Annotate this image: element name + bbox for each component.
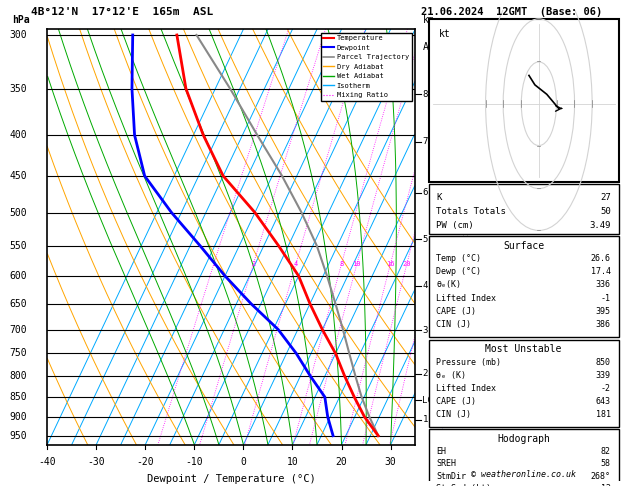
Text: 3: 3	[423, 326, 428, 334]
Text: Pressure (mb): Pressure (mb)	[437, 358, 501, 366]
Text: 643: 643	[596, 397, 611, 406]
Text: 16: 16	[386, 261, 394, 267]
Text: Dewpoint / Temperature (°C): Dewpoint / Temperature (°C)	[147, 474, 316, 484]
Text: 2: 2	[251, 261, 255, 267]
Text: 12: 12	[601, 484, 611, 486]
Text: CIN (J): CIN (J)	[437, 320, 472, 329]
Text: 336: 336	[596, 280, 611, 289]
Text: StmDir: StmDir	[437, 472, 467, 481]
Text: 850: 850	[596, 358, 611, 366]
Text: 900: 900	[9, 412, 27, 422]
Text: -20: -20	[136, 457, 154, 467]
Text: 26.6: 26.6	[591, 254, 611, 263]
Text: PW (cm): PW (cm)	[437, 221, 474, 230]
Text: 350: 350	[9, 84, 27, 94]
Text: © weatheronline.co.uk: © weatheronline.co.uk	[471, 470, 576, 479]
Text: 4: 4	[294, 261, 298, 267]
Text: -1: -1	[601, 294, 611, 302]
Text: SREH: SREH	[437, 459, 457, 469]
Text: 0: 0	[240, 457, 247, 467]
Text: 300: 300	[9, 30, 27, 40]
Text: CAPE (J): CAPE (J)	[437, 397, 476, 406]
Text: 500: 500	[9, 208, 27, 218]
Text: 10: 10	[353, 261, 361, 267]
Text: 8: 8	[423, 90, 428, 99]
Text: Totals Totals: Totals Totals	[437, 207, 506, 216]
Bar	[428, 236, 619, 337]
Text: Hodograph: Hodograph	[497, 434, 550, 444]
Text: 21.06.2024  12GMT  (Base: 06): 21.06.2024 12GMT (Base: 06)	[421, 7, 603, 17]
Text: 3.49: 3.49	[589, 221, 611, 230]
Text: 6: 6	[423, 188, 428, 197]
Text: hPa: hPa	[13, 15, 30, 25]
Text: ASL: ASL	[423, 42, 440, 52]
Text: Lifted Index: Lifted Index	[437, 384, 496, 393]
Text: 650: 650	[9, 299, 27, 309]
Text: 181: 181	[596, 410, 611, 419]
Text: 800: 800	[9, 371, 27, 381]
Text: 20: 20	[403, 261, 411, 267]
Text: Surface: Surface	[503, 241, 544, 251]
Text: 850: 850	[9, 392, 27, 402]
Text: 950: 950	[9, 431, 27, 441]
Text: 27: 27	[600, 192, 611, 202]
Text: CIN (J): CIN (J)	[437, 410, 472, 419]
Text: 750: 750	[9, 348, 27, 359]
Text: 20: 20	[336, 457, 347, 467]
Text: Temp (°C): Temp (°C)	[437, 254, 481, 263]
Text: 58: 58	[601, 459, 611, 469]
Text: km: km	[423, 15, 434, 25]
Text: 400: 400	[9, 130, 27, 140]
Text: 550: 550	[9, 241, 27, 251]
Text: EH: EH	[437, 447, 447, 456]
Text: 2: 2	[423, 369, 428, 378]
Bar	[428, 340, 619, 427]
Text: 700: 700	[9, 325, 27, 334]
Text: 395: 395	[596, 307, 611, 316]
Text: CAPE (J): CAPE (J)	[437, 307, 476, 316]
Text: Most Unstable: Most Unstable	[486, 345, 562, 354]
Bar	[428, 429, 619, 486]
Text: θₑ (K): θₑ (K)	[437, 371, 467, 380]
Text: θₑ(K): θₑ(K)	[437, 280, 462, 289]
Text: kt: kt	[438, 29, 450, 38]
Text: -2: -2	[601, 384, 611, 393]
Text: 600: 600	[9, 271, 27, 281]
Legend: Temperature, Dewpoint, Parcel Trajectory, Dry Adiabat, Wet Adiabat, Isotherm, Mi: Temperature, Dewpoint, Parcel Trajectory…	[321, 33, 411, 101]
Text: 82: 82	[601, 447, 611, 456]
Bar	[428, 19, 619, 182]
Text: Mixing Ratio (g/kg): Mixing Ratio (g/kg)	[462, 190, 471, 284]
Text: -40: -40	[38, 457, 56, 467]
Bar	[428, 184, 619, 234]
Text: 268°: 268°	[591, 472, 611, 481]
Text: 5: 5	[423, 235, 428, 244]
Text: 450: 450	[9, 171, 27, 181]
Text: Dewp (°C): Dewp (°C)	[437, 267, 481, 276]
Text: 4: 4	[423, 281, 428, 290]
Text: 17.4: 17.4	[591, 267, 611, 276]
Text: StmSpd (kt): StmSpd (kt)	[437, 484, 491, 486]
Text: 1: 1	[423, 415, 428, 424]
Text: 4B°12'N  17°12'E  165m  ASL: 4B°12'N 17°12'E 165m ASL	[31, 7, 214, 17]
Text: 7: 7	[423, 138, 428, 146]
Text: Lifted Index: Lifted Index	[437, 294, 496, 302]
Text: 10: 10	[287, 457, 298, 467]
Text: 1: 1	[211, 261, 216, 267]
Text: 339: 339	[596, 371, 611, 380]
Text: 30: 30	[385, 457, 396, 467]
Text: 50: 50	[600, 207, 611, 216]
Text: -10: -10	[186, 457, 203, 467]
Text: 386: 386	[596, 320, 611, 329]
Text: 8: 8	[339, 261, 343, 267]
Text: K: K	[437, 192, 442, 202]
Text: -30: -30	[87, 457, 105, 467]
Text: LCL: LCL	[423, 396, 438, 405]
